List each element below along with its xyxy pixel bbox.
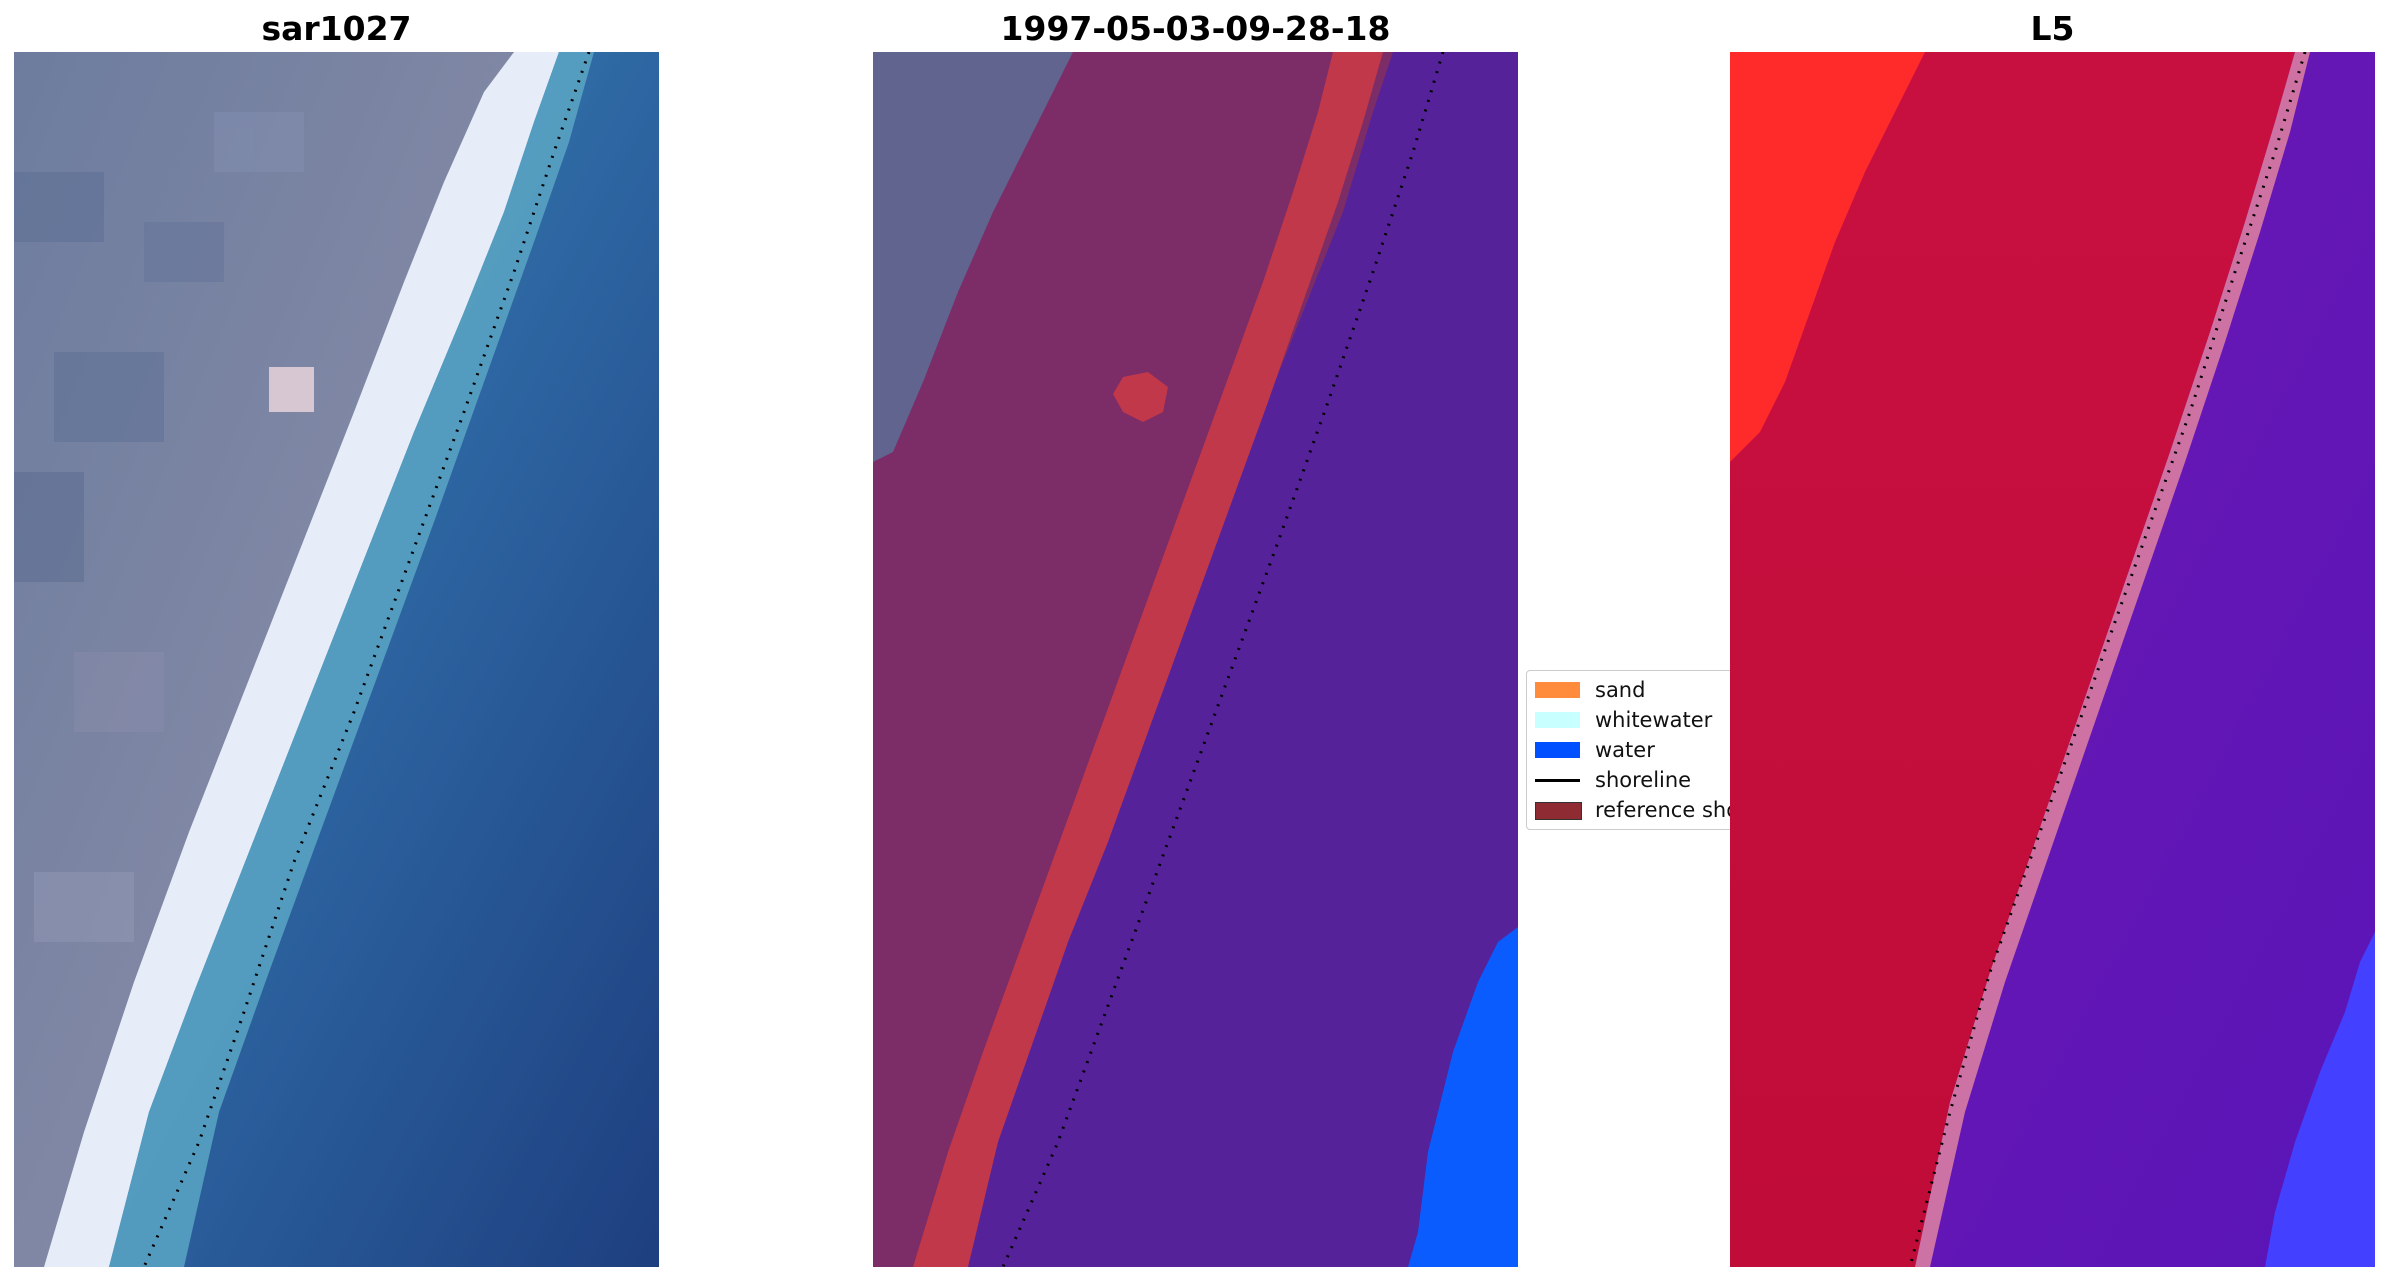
index-land — [1730, 52, 2295, 1267]
sand-swatch — [1535, 682, 1580, 698]
bright-building — [269, 367, 314, 412]
legend: sand whitewater water shoreline referenc… — [1526, 670, 1733, 830]
sand-patch — [1113, 372, 1168, 422]
legend-label: water — [1595, 738, 1655, 762]
panel-title-sar: sar1027 — [261, 9, 412, 48]
legend-label: sand — [1595, 678, 1646, 702]
index-image — [1730, 52, 2375, 1267]
land-texture — [14, 112, 304, 942]
shoreline-line-swatch — [1535, 779, 1580, 782]
shoreline — [1908, 52, 2307, 1267]
sar-rgb-image — [14, 52, 659, 1267]
panel-title-date: 1997-05-03-09-28-18 — [1000, 9, 1391, 48]
classified-image — [873, 52, 1518, 1267]
index-water-low — [2265, 932, 2375, 1267]
sand-class — [913, 52, 1383, 1267]
beach-strip — [44, 52, 559, 1267]
reference-shoreline-swatch — [1535, 802, 1582, 820]
legend-label: whitewater — [1595, 708, 1713, 732]
surf-zone — [109, 52, 594, 1267]
legend-label: reference shoreline — [1595, 798, 1732, 822]
legend-label: shoreline — [1595, 768, 1692, 792]
unclassified-corner — [873, 52, 1073, 462]
index-transition — [1915, 52, 2310, 1267]
shoreline — [142, 52, 591, 1267]
index-land-high — [1730, 52, 1925, 462]
bright-water-class — [1408, 927, 1518, 1267]
whitewater-swatch — [1535, 712, 1580, 728]
water-swatch — [1535, 742, 1580, 758]
panel-title-index: L5 — [2030, 9, 2075, 48]
